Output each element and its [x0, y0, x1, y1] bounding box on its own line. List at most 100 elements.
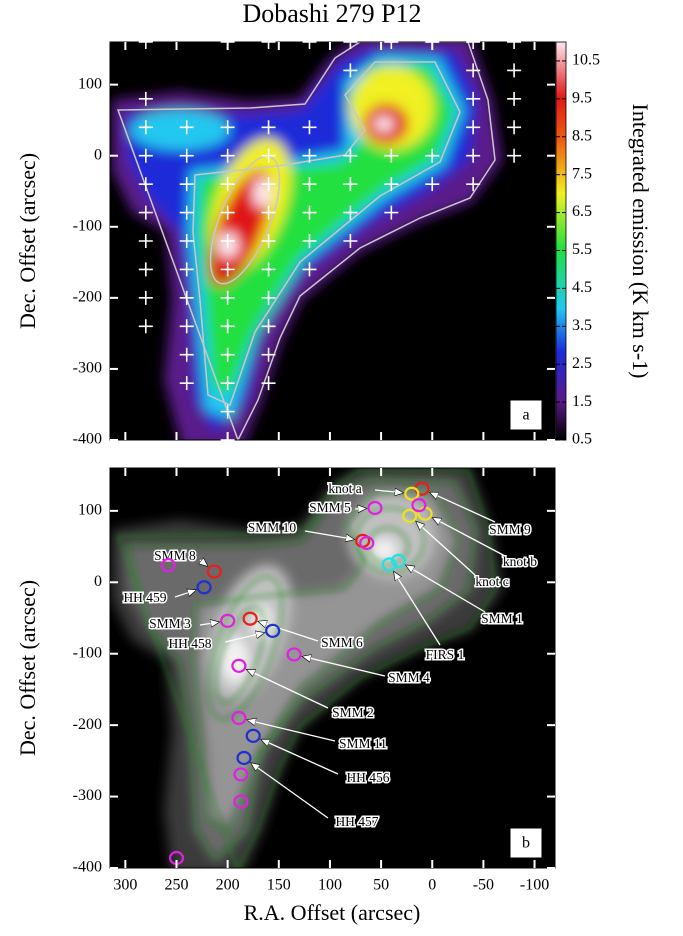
contour [116, 469, 496, 868]
observed-position [343, 148, 358, 163]
observed-position [466, 148, 481, 163]
observed-position [384, 177, 399, 192]
observed-position [261, 234, 276, 248]
observed-position [138, 234, 153, 248]
leader-line [416, 521, 476, 576]
observed-position [179, 120, 194, 135]
source-label: SMM 5 [309, 500, 351, 515]
x-tick-label: 150 [267, 877, 291, 894]
colorbar-tick-label: 6.5 [572, 203, 592, 220]
observed-position [179, 319, 194, 334]
source-marker [404, 486, 420, 501]
observed-position [261, 262, 276, 277]
observed-position [507, 63, 522, 78]
observed-position [138, 177, 153, 192]
source-marker [231, 658, 247, 673]
observed-position [220, 177, 235, 192]
source-marker [242, 611, 258, 626]
observed-position [466, 91, 481, 106]
y-tick-label: -400 [73, 859, 102, 876]
x-tick-label: 250 [164, 877, 188, 894]
source-marker [236, 750, 252, 766]
plot-frame [109, 467, 556, 869]
region [374, 116, 394, 132]
observed-position [220, 205, 235, 220]
observed-position [138, 148, 153, 163]
source-label: HH 457 [335, 814, 378, 829]
observed-position [179, 234, 194, 248]
leader-line [199, 622, 220, 625]
chart-title: Dobashi 279 P12 [242, 0, 421, 28]
observed-position [220, 404, 235, 419]
colorbar-tick-label: 3.5 [572, 317, 592, 334]
observed-position [384, 35, 399, 49]
observed-position [220, 234, 235, 248]
observed-position [220, 319, 235, 334]
source-label: SMM 2 [332, 705, 374, 720]
leader-line [374, 490, 404, 493]
source-label: SMM 10 [248, 520, 297, 535]
contour [192, 491, 461, 834]
observed-position [220, 376, 235, 391]
observed-position [343, 63, 358, 78]
observed-position [343, 35, 358, 49]
x-tick-label: 0 [428, 877, 436, 894]
observed-position [466, 63, 481, 78]
colorbar-tick-label: 10.5 [572, 52, 600, 69]
observed-position [302, 35, 317, 49]
source-label: HH 458 [168, 636, 211, 651]
y-tick-label: 0 [94, 146, 102, 163]
y-tick-label: -300 [73, 360, 102, 377]
observed-position [302, 262, 317, 277]
observed-position [220, 148, 235, 163]
source-marker [402, 508, 418, 523]
panel-label-box [509, 399, 543, 431]
observed-position [261, 120, 276, 135]
leader-line [429, 491, 496, 523]
observed-position [384, 148, 399, 163]
source-marker [381, 557, 397, 572]
observed-position [261, 35, 276, 49]
observed-position [220, 433, 235, 447]
source-marker [367, 500, 383, 516]
observed-position [507, 91, 522, 106]
x-tick-label: 200 [216, 877, 240, 894]
observed-position [302, 205, 317, 220]
source-marker [411, 498, 427, 513]
observed-position [261, 177, 276, 192]
x-tick-label: 300 [113, 877, 137, 894]
observed-position [179, 177, 194, 192]
observed-position [138, 262, 153, 277]
y-axis-label: Dec. Offset (arcsec) [15, 153, 40, 329]
observed-position [179, 290, 194, 305]
observed-position [179, 262, 194, 277]
y-tick-label: -100 [73, 644, 102, 661]
x-axis-label: R.A. Offset (arcsec) [244, 900, 421, 925]
observed-position [261, 290, 276, 305]
observed-position [261, 347, 276, 362]
source-label: FIRS 1 [426, 647, 465, 662]
contour [209, 155, 281, 285]
observed-position [179, 347, 194, 362]
observed-position [507, 148, 522, 163]
source-label: SMM 4 [388, 670, 430, 685]
contours [116, 469, 496, 868]
source-label: knot b [503, 554, 537, 569]
observed-position [343, 205, 358, 220]
observed-position [261, 148, 276, 163]
leader-line [258, 621, 319, 642]
plot-frame [109, 41, 556, 441]
panel-label-box [509, 827, 543, 859]
observed-position [466, 35, 481, 49]
leader-line [174, 590, 197, 598]
observed-position [138, 319, 153, 334]
source-label: SMM 3 [149, 616, 191, 631]
colorbar-tick-label: 8.5 [572, 127, 592, 144]
region [370, 538, 398, 562]
observed-position [302, 148, 317, 163]
source-marker [220, 613, 236, 628]
leader-line [392, 571, 441, 646]
colorbar-tick-label: 0.5 [572, 431, 592, 448]
y-tick-label: -200 [73, 716, 102, 733]
